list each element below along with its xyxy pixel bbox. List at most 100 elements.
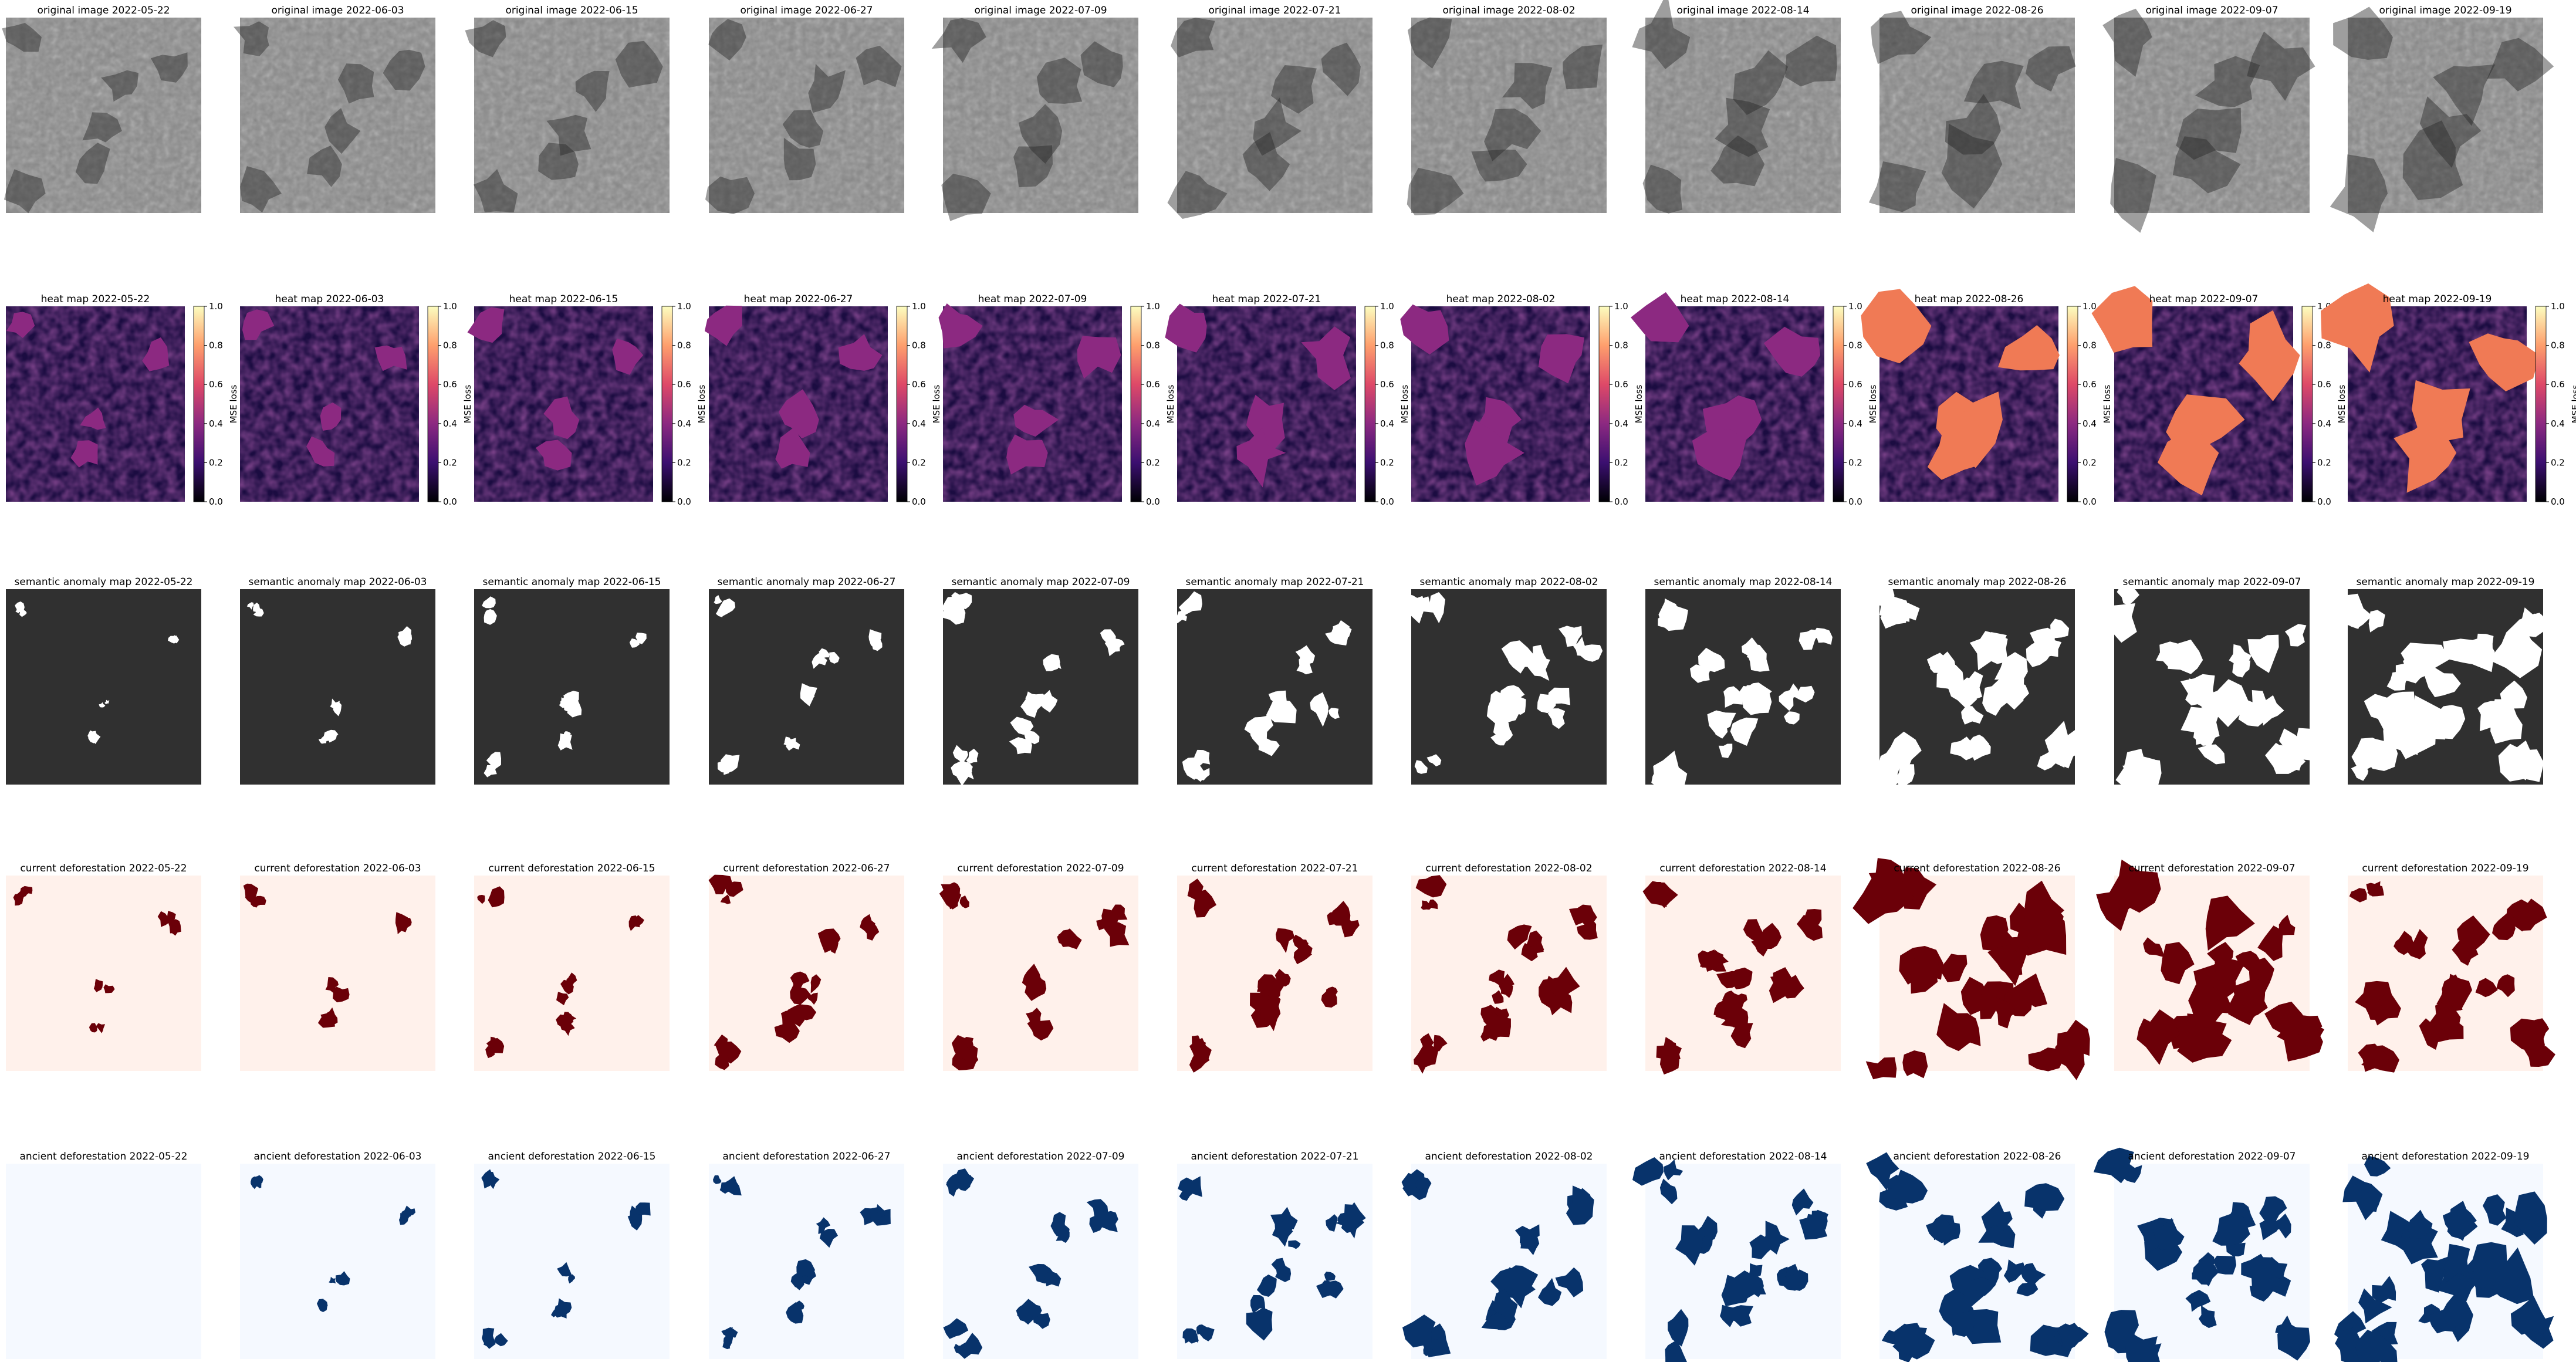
colorbar-tick-label: 0.0 xyxy=(912,496,926,507)
semantic-region xyxy=(1871,763,1901,796)
colorbar-tick-label: 0.6 xyxy=(2551,379,2565,390)
semantic-region xyxy=(2130,758,2162,797)
colorbar-label: MSE loss xyxy=(462,384,473,423)
current-region xyxy=(2205,895,2255,951)
hot-region xyxy=(2239,310,2300,401)
colorbar-label: MSE loss xyxy=(2337,384,2347,423)
ancient-region xyxy=(722,1340,731,1350)
ancient-region xyxy=(1250,1295,1266,1314)
colorbar-tick-label: 0.8 xyxy=(677,340,691,351)
semantic-region xyxy=(2005,682,2029,703)
colorbar-tick-label: 0.8 xyxy=(1380,340,1394,351)
semantic-region xyxy=(2044,721,2083,768)
colorbar xyxy=(896,306,908,502)
semantic-region xyxy=(168,636,179,644)
ancient-region xyxy=(2354,1330,2398,1362)
semantic-region xyxy=(783,738,796,746)
ancient-region xyxy=(2468,1261,2497,1289)
semantic-region xyxy=(819,648,830,658)
current-region xyxy=(1939,954,1968,982)
colorbar-tick-label: 1.0 xyxy=(1614,301,1628,312)
hot-region xyxy=(704,305,742,346)
dark-patch xyxy=(82,112,122,143)
ancient-region xyxy=(1028,1304,1042,1318)
dark-patch xyxy=(1868,161,1926,212)
current-region xyxy=(810,974,822,993)
current-region xyxy=(862,921,880,941)
semantic-region xyxy=(1010,717,1034,735)
semantic-region xyxy=(486,752,501,769)
ancient-region xyxy=(1866,1152,1899,1191)
semantic-region xyxy=(2489,619,2543,678)
current-region xyxy=(157,911,170,927)
semantic-region xyxy=(246,602,254,610)
hot-region xyxy=(1465,420,1524,486)
image-texture xyxy=(943,18,1138,213)
current-region xyxy=(103,984,115,993)
ancient-region xyxy=(1196,1324,1209,1335)
image-texture xyxy=(6,18,201,213)
colorbar-tick-label: 0.4 xyxy=(912,418,926,429)
colorbar-tick-label: 0.8 xyxy=(1146,340,1160,351)
semantic-region xyxy=(2477,633,2494,655)
semantic-region xyxy=(1799,629,1818,650)
ancient-region xyxy=(1970,1277,1996,1296)
ancient-region xyxy=(1246,1307,1273,1341)
hot-region xyxy=(1246,394,1285,452)
semantic-region xyxy=(2368,610,2385,633)
semantic-region xyxy=(829,651,840,664)
colorbar-tick-label: 1.0 xyxy=(1146,301,1160,312)
ancient-region xyxy=(1894,1323,1931,1358)
ancient-region xyxy=(1050,1212,1066,1237)
hot-region xyxy=(2091,286,2153,353)
ancient-title: ancient deforestation 2022-07-09 xyxy=(956,1151,1125,1162)
heat-panel-2022-07-21: 0.0 0.2 0.4 0.6 0.8 1.0 MSE loss xyxy=(1165,301,1410,507)
semantic-panel-2022-09-19 xyxy=(2337,589,2549,785)
semantic-region xyxy=(104,699,110,704)
colorbar-tick-label: 0.0 xyxy=(2551,496,2565,507)
current-title: current deforestation 2022-09-19 xyxy=(2362,863,2529,874)
colorbar-tick-label: 1.0 xyxy=(2083,301,2097,312)
ancient-map-background xyxy=(474,1164,670,1359)
ancient-region xyxy=(401,1208,413,1218)
ancient-region xyxy=(1963,1309,2002,1344)
original-panel-2022-06-15 xyxy=(465,18,670,213)
ancient-panel-2022-07-09 xyxy=(943,1164,1138,1359)
semantic-region xyxy=(323,729,339,741)
ancient-region xyxy=(2249,1279,2273,1302)
dark-patch xyxy=(2330,154,2388,232)
image-texture xyxy=(1645,18,1841,213)
ancient-title: ancient deforestation 2022-05-22 xyxy=(19,1151,188,1162)
semantic-region xyxy=(1784,711,1800,725)
semantic-region xyxy=(1874,586,1895,607)
colorbar-tick-label: 0.2 xyxy=(677,457,691,468)
semantic-region xyxy=(952,745,968,763)
semantic-panel-2022-06-03 xyxy=(240,589,435,785)
ancient-region xyxy=(2047,1336,2063,1353)
colorbar-tick-label: 0.6 xyxy=(209,379,223,390)
ancient-panel-2022-07-21 xyxy=(1177,1164,1372,1359)
current-region xyxy=(89,1023,97,1033)
dark-patch xyxy=(2110,158,2156,233)
colorbar xyxy=(2535,306,2547,502)
heat-panel-2022-06-15: 0.0 0.2 0.4 0.6 0.8 1.0 MSE loss xyxy=(467,301,707,507)
heat-panel-2022-08-14: 0.0 0.2 0.4 0.6 0.8 1.0 MSE loss xyxy=(1631,292,1878,507)
dark-patch xyxy=(1171,18,1215,58)
ancient-map-background xyxy=(943,1164,1138,1359)
colorbar-tick-label: 0.6 xyxy=(1380,379,1394,390)
dark-patch xyxy=(546,114,591,156)
semantic-map-background xyxy=(474,589,670,785)
ancient-region xyxy=(2104,1310,2139,1353)
ancient-region xyxy=(946,1181,961,1197)
semantic-region xyxy=(2337,593,2372,629)
dark-patch xyxy=(383,49,425,91)
hot-region xyxy=(2321,283,2394,373)
dark-patch xyxy=(101,70,138,102)
ancient-region xyxy=(1668,1309,1689,1347)
current-title: current deforestation 2022-09-07 xyxy=(2128,863,2296,874)
semantic-region xyxy=(557,733,573,751)
colorbar-tick-label: 0.6 xyxy=(677,379,691,390)
ancient-region xyxy=(2277,1323,2310,1361)
current-region xyxy=(1852,859,1915,924)
